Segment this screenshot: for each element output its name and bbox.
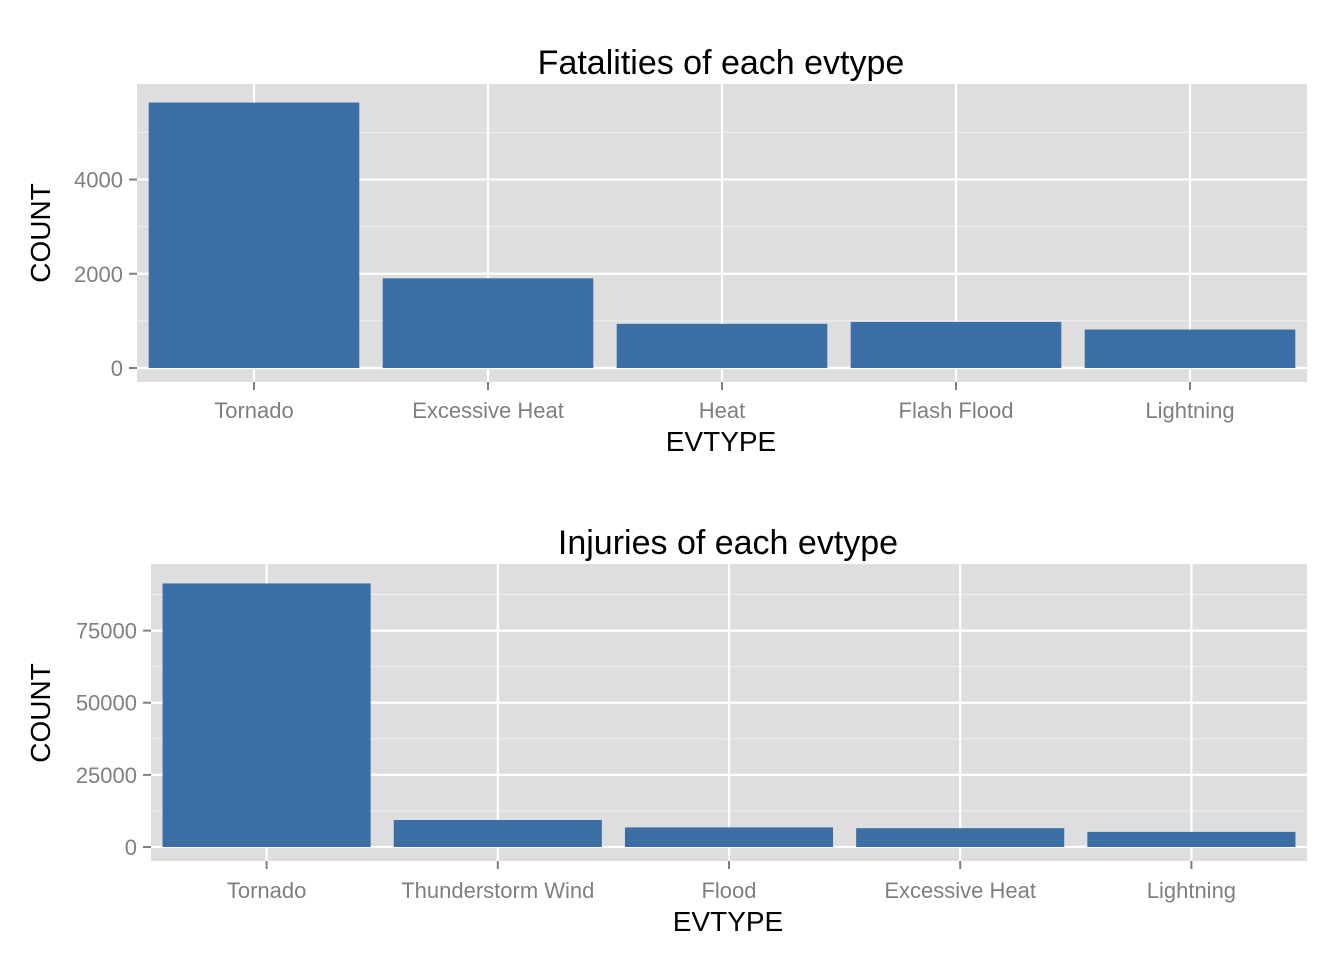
bar-lightning — [1087, 831, 1296, 847]
bars — [162, 583, 1296, 847]
x-tick-label: Tornado — [227, 878, 307, 903]
y-tick-label: 25000 — [76, 763, 137, 788]
bar-excessive-heat — [382, 278, 594, 368]
fatalities-chart: Fatalities of each evtype 0 2000 4000 Torn… — [25, 44, 1307, 457]
x-tick-label: Lightning — [1147, 878, 1236, 903]
injuries-chart: Injuries of each evtype 0 25000 50000 75000… — [25, 524, 1307, 937]
y-tick-label: 75000 — [76, 619, 137, 644]
y-axis-title: COUNT — [25, 663, 56, 763]
bar-tornado — [148, 102, 360, 368]
x-tick-label: Flash Flood — [899, 398, 1014, 423]
x-tick-label: Thunderstorm Wind — [401, 878, 594, 903]
y-tick-label: 0 — [125, 835, 137, 860]
bar-lightning — [1084, 329, 1296, 368]
bar-excessive-heat — [856, 828, 1065, 847]
bar-heat — [616, 323, 828, 368]
x-tick-label: Heat — [699, 398, 745, 423]
bar-tornado — [162, 583, 371, 847]
x-axis-title: EVTYPE — [673, 906, 783, 937]
y-ticks: 0 2000 4000 — [74, 168, 137, 381]
y-axis-title: COUNT — [25, 183, 56, 283]
x-tick-label: Flood — [701, 878, 756, 903]
bar-thunderstorm-wind — [393, 820, 602, 847]
y-tick-label: 50000 — [76, 691, 137, 716]
y-tick-label: 4000 — [74, 168, 123, 193]
x-tick-label: Excessive Heat — [412, 398, 564, 423]
x-tick-label: Lightning — [1145, 398, 1234, 423]
chart-title: Fatalities of each evtype — [538, 44, 905, 82]
x-tick-label: Excessive Heat — [884, 878, 1036, 903]
bar-flash-flood — [850, 321, 1062, 368]
chart-title: Injuries of each evtype — [558, 524, 898, 562]
y-ticks: 0 25000 50000 75000 — [76, 619, 151, 860]
bar-flood — [624, 827, 834, 847]
x-axis-title: EVTYPE — [666, 426, 776, 457]
y-tick-label: 0 — [111, 356, 123, 381]
x-ticks: Tornado Thunderstorm Wind Flood Excessive H… — [227, 861, 1236, 903]
x-ticks: Tornado Excessive Heat Heat Flash Flood Ligh… — [214, 382, 1235, 423]
bars — [148, 102, 1296, 368]
y-tick-label: 2000 — [74, 262, 123, 287]
x-tick-label: Tornado — [214, 398, 294, 423]
